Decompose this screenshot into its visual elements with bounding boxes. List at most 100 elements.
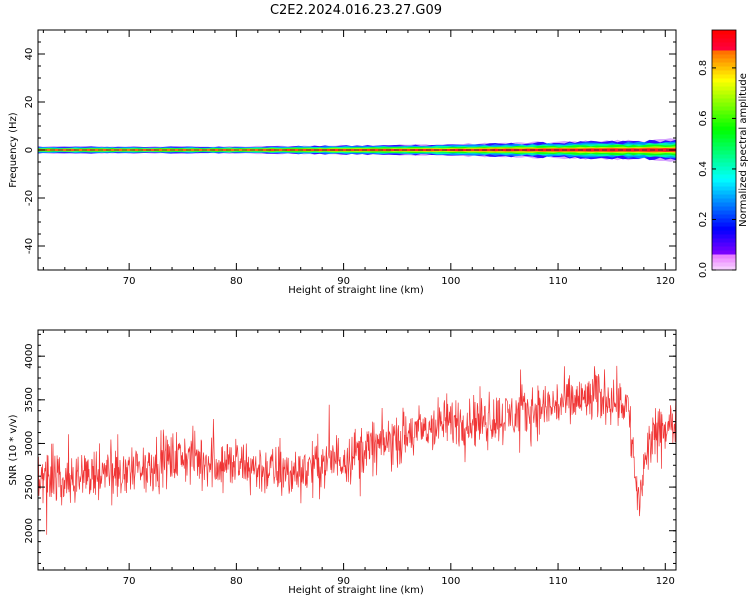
colorbar-segment	[712, 234, 736, 239]
colorbar-segment	[712, 242, 736, 247]
colorbar-segment	[712, 186, 736, 191]
heatmap-ridge-layer	[38, 138, 676, 162]
colorbar-segment	[712, 86, 736, 91]
colorbar-tick-label: 0.4	[698, 161, 709, 177]
colorbar-segment	[712, 102, 736, 107]
snr-ytick-label: 3000	[24, 431, 35, 456]
colorbar-frame	[711, 29, 737, 271]
spectrum-ytick-label: 20	[24, 96, 35, 109]
colorbar-segment	[712, 158, 736, 163]
snr-panel: 70 80 90 100 110 120 2000 2500 3000 3500 4000 Heig…	[8, 329, 677, 596]
colorbar-segment	[712, 46, 736, 51]
colorbar-segment	[712, 90, 736, 95]
colorbar-segment	[712, 118, 736, 123]
colorbar-segment	[712, 154, 736, 159]
spectrum-xtick-label: 80	[230, 276, 243, 287]
colorbar-segment	[712, 198, 736, 203]
snr-ytick-label: 2500	[24, 474, 35, 499]
colorbar-segment	[712, 94, 736, 99]
colorbar-segment	[712, 142, 736, 147]
colorbar-ticks: 0.0 0.2 0.4 0.6 0.8	[698, 60, 736, 278]
colorbar-segment	[712, 170, 736, 175]
colorbar-segment	[712, 150, 736, 155]
spectrum-xtick-label: 110	[549, 276, 568, 287]
colorbar-segment	[712, 238, 736, 243]
colorbar: 0.0 0.2 0.4 0.6 0.8 Normalized spectral ampl…	[698, 29, 749, 278]
colorbar-segment	[712, 246, 736, 251]
colorbar-segment	[712, 114, 736, 119]
snr-xtick-label: 90	[337, 576, 350, 587]
colorbar-segment	[712, 66, 736, 71]
colorbar-segment	[712, 78, 736, 83]
spectrum-ticks: 70 80 90 100 110 120 -40 -20 0 20 40	[24, 29, 676, 287]
colorbar-segment	[712, 250, 736, 255]
snr-ytick-label: 2000	[24, 518, 35, 543]
colorbar-segment	[712, 190, 736, 195]
colorbar-segment	[712, 74, 736, 79]
spectrum-xtick-label: 90	[337, 276, 350, 287]
colorbar-tick-label: 0.2	[698, 212, 709, 228]
snr-xtick-label: 80	[230, 576, 243, 587]
colorbar-segment	[712, 38, 736, 43]
spectrum-xtick-label: 100	[441, 276, 460, 287]
colorbar-segment	[712, 222, 736, 227]
spectrum-ytick-label: 0	[24, 147, 35, 153]
figure-title: C2E2.2024.016.23.27.G09	[270, 3, 442, 18]
snr-xtick-label: 110	[549, 576, 568, 587]
colorbar-tick-label: 0.6	[698, 110, 709, 126]
colorbar-segment	[712, 218, 736, 223]
colorbar-segment	[712, 106, 736, 111]
spectrum-ytick-label: -20	[24, 190, 35, 206]
snr-plot-area	[38, 330, 676, 570]
colorbar-segment	[712, 214, 736, 219]
colorbar-tick-label: 0.0	[698, 262, 709, 278]
colorbar-segment	[712, 174, 736, 179]
colorbar-segment	[712, 134, 736, 139]
spectrum-ylabel: Frequency (Hz)	[8, 112, 19, 188]
spectrum-ytick-label: 40	[24, 48, 35, 61]
snr-ytick-label: 3500	[24, 387, 35, 412]
spectrum-panel: 70 80 90 100 110 120 -40 -20 0 20 40 Height of str…	[8, 29, 677, 296]
colorbar-label: Normalized spectral amplitude	[738, 73, 749, 227]
colorbar-segment	[712, 30, 736, 35]
colorbar-segment	[712, 210, 736, 215]
colorbar-segment	[712, 98, 736, 103]
colorbar-segment	[712, 254, 736, 259]
colorbar-segment	[712, 146, 736, 151]
colorbar-segment	[712, 166, 736, 171]
colorbar-segment	[712, 110, 736, 115]
spectrum-xtick-label: 120	[656, 276, 675, 287]
colorbar-segment	[712, 194, 736, 199]
colorbar-segment	[712, 58, 736, 63]
colorbar-segment	[712, 122, 736, 127]
colorbar-segment	[712, 42, 736, 47]
colorbar-segment	[712, 202, 736, 207]
snr-xtick-label: 120	[656, 576, 675, 587]
colorbar-segment	[712, 34, 736, 39]
snr-ytick-label: 4000	[24, 343, 35, 368]
colorbar-segment	[712, 206, 736, 211]
colorbar-segment	[712, 126, 736, 131]
spectrum-heatmap	[38, 138, 676, 162]
spectrum-ytick-label: -40	[24, 238, 35, 254]
snr-xlabel: Height of straight line (km)	[288, 585, 424, 596]
spectrum-xlabel: Height of straight line (km)	[288, 285, 424, 296]
colorbar-segment	[712, 70, 736, 75]
colorbar-segment	[712, 50, 736, 55]
colorbar-segment	[712, 258, 736, 263]
snr-xtick-label: 100	[441, 576, 460, 587]
colorbar-segment	[712, 266, 736, 271]
snr-xtick-label: 70	[123, 576, 136, 587]
colorbar-segment	[712, 226, 736, 231]
colorbar-segment	[712, 182, 736, 187]
colorbar-segment	[712, 54, 736, 59]
colorbar-segment	[712, 130, 736, 135]
spectrum-xtick-label: 70	[123, 276, 136, 287]
colorbar-segment	[712, 178, 736, 183]
snr-axes-frame	[37, 329, 677, 571]
colorbar-segment	[712, 62, 736, 67]
snr-ylabel: SNR (10 * v/v)	[8, 414, 19, 485]
colorbar-tick-label: 0.8	[698, 60, 709, 76]
colorbar-segment	[712, 262, 736, 267]
colorbar-segment	[712, 230, 736, 235]
